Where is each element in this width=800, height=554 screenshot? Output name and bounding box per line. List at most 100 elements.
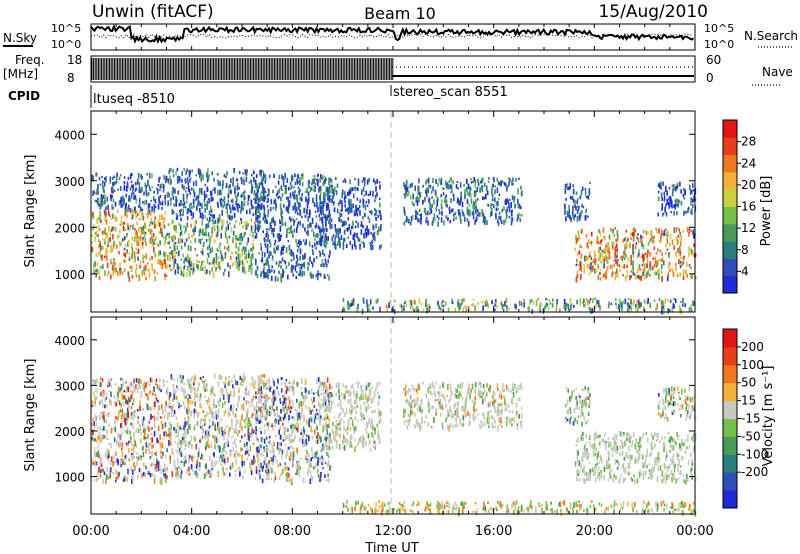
power-cell [127,204,130,210]
power-cell [316,276,319,280]
power-cell [611,273,613,278]
power-cell [277,196,280,200]
power-cell [222,256,224,262]
power-cell [491,198,494,202]
power-cell [176,263,179,269]
velocity-cell [238,398,240,402]
power-cell [343,237,346,242]
power-cell [208,174,210,177]
power-cell [598,246,600,252]
power-cell [280,261,282,264]
power-cell [241,192,244,197]
power-cell [213,264,215,268]
power-cell [235,235,237,241]
power-cell [182,269,185,274]
power-cell [357,303,359,309]
power-cell [607,304,610,309]
power-cell [337,241,339,246]
velocity-cell [242,372,245,378]
power-cell [245,174,248,178]
power-cell [158,230,160,235]
power-cell [436,215,439,218]
power-cell [110,274,112,280]
power-cell [313,177,315,184]
power-cell [636,267,639,274]
power-cell [106,256,108,262]
velocity-cell [198,465,200,472]
velocity-cell [214,438,216,443]
velocity-cell [262,374,264,377]
power-cell [679,272,682,277]
power-cell [655,271,658,276]
power-cell [113,189,116,192]
velocity-cell [160,416,162,419]
power-cell [314,210,317,214]
power-cell [152,238,154,244]
power-cell [679,254,682,257]
power-cell [102,186,105,192]
power-cell [673,304,675,309]
power-cell [99,203,102,208]
power-cell [410,299,412,304]
velocity-cell [124,413,126,416]
power-cell [616,254,618,258]
power-cell [119,199,122,204]
power-cell [680,239,682,242]
power-cell [96,189,98,194]
power-cell [316,241,318,245]
power-cell [187,233,190,238]
power-cell [193,191,196,198]
power-cell [264,195,267,200]
power-cell [124,204,127,210]
power-cell [667,229,669,235]
power-colorbar-tick-label: 16 [741,200,756,214]
power-cell [681,262,683,266]
velocity-cell [93,425,96,431]
power-cell [131,210,133,217]
power-cell [373,231,376,235]
power-cell [475,206,478,211]
power-cell [154,252,156,258]
power-cell [486,203,489,207]
power-cell [493,204,495,209]
power-cell [691,190,693,194]
velocity-cell [236,381,239,386]
power-cell [318,213,321,218]
power-cell [240,232,242,239]
velocity-cell [110,400,112,406]
power-cell [235,195,237,200]
power-cell [665,244,667,248]
velocity-cell [193,386,196,392]
power-cell [668,263,670,269]
power-cell [256,265,259,269]
power-cell [501,180,504,184]
power-cell [665,211,668,217]
power-cell [266,270,269,276]
velocity-cell [113,455,115,460]
power-cell [218,261,220,268]
power-cell [366,299,368,305]
velocity-cell [110,442,112,449]
power-cell [374,180,377,185]
velocity-cell [114,479,117,483]
power-cell [113,215,116,220]
power-cell [115,267,117,273]
power-cell [347,301,350,307]
power-cell [615,274,617,277]
velocity-cell [120,383,123,390]
velocity-cell [159,434,161,441]
beam-title: Beam 10 [364,4,436,23]
velocity-cell [140,379,142,385]
power-cell [190,268,193,271]
velocity-cell [135,452,138,455]
power-cell [326,228,328,233]
power-cell [692,204,694,208]
power-cell [186,194,188,200]
power-cell [647,269,650,272]
power-cell [477,182,480,187]
power-cell [154,224,157,229]
power-cell [249,257,252,264]
velocity-cell [121,451,124,458]
power-cell [586,256,589,262]
power-cell [184,230,186,234]
